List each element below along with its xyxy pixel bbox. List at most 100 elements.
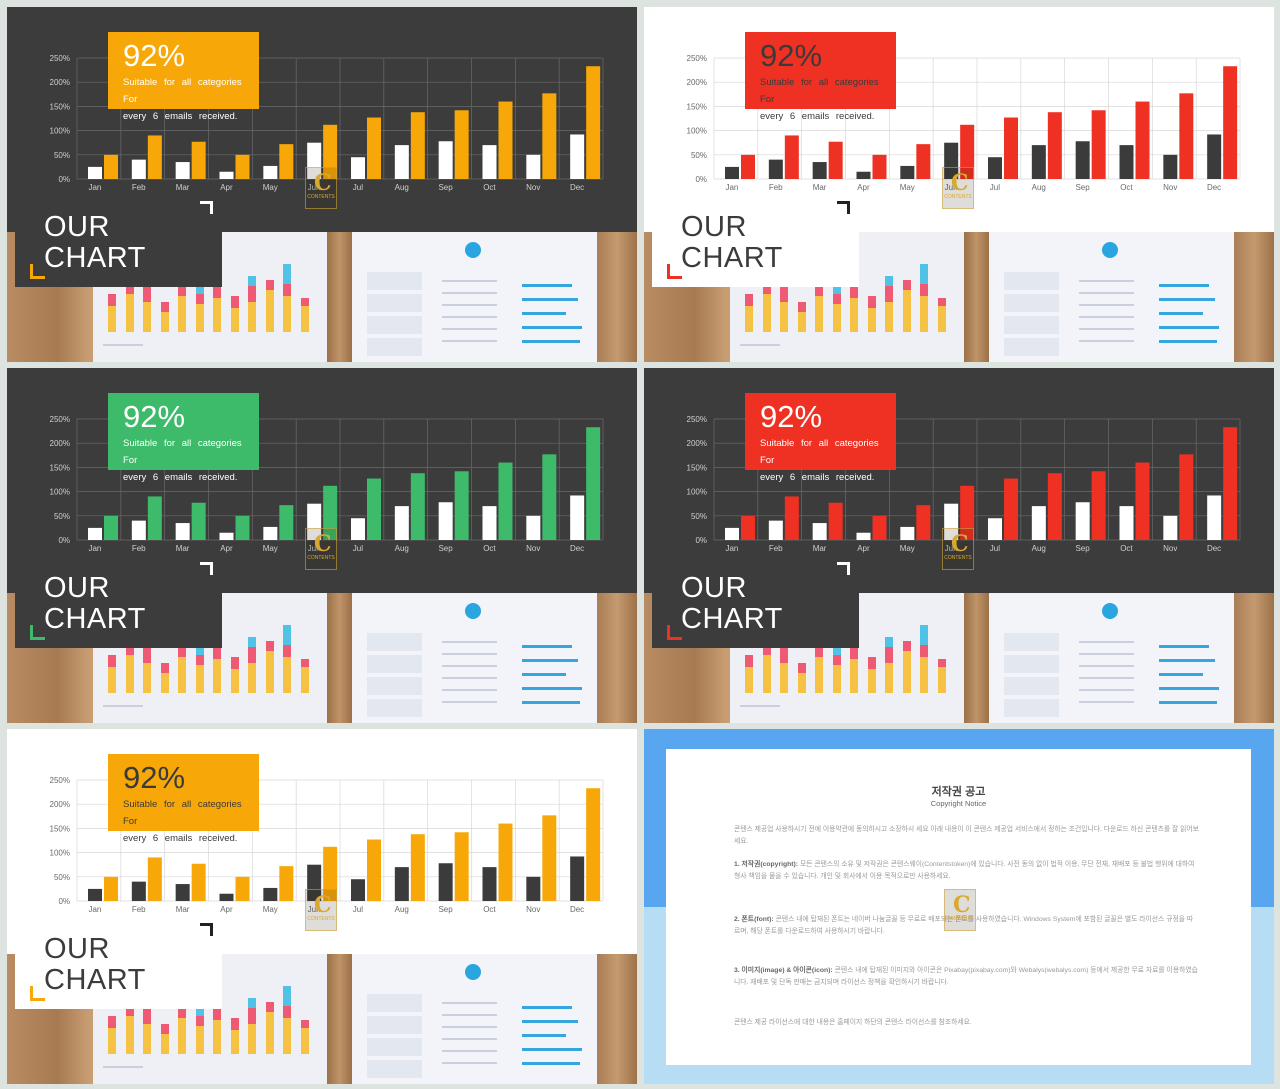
photo-mini-bar <box>283 657 291 693</box>
x-tick-label: Feb <box>769 544 783 553</box>
photo-mini-bar <box>230 669 239 693</box>
photo-wood-strip <box>327 593 352 723</box>
photo-skill-bar <box>522 701 580 704</box>
photo-skill-bar <box>522 298 578 301</box>
notice-subtitle: Copyright Notice <box>930 799 987 808</box>
bar-series-1 <box>263 526 278 540</box>
bar-series-2 <box>1091 110 1106 179</box>
photo-mini-bar <box>195 304 204 332</box>
bar-series-1 <box>988 157 1002 179</box>
bar-series-2 <box>235 876 250 901</box>
bar-series-2 <box>1223 427 1238 540</box>
photo-mini-bar <box>920 284 928 296</box>
bar-series-1 <box>88 527 102 540</box>
bar-series-2 <box>104 154 118 179</box>
photo-skill-bar <box>1159 326 1219 329</box>
photo-mini-bar <box>797 663 806 673</box>
photo-skill-bar <box>1159 687 1219 690</box>
bar-series-1 <box>1207 134 1222 179</box>
photo-box <box>367 655 422 673</box>
photo-mini-bar <box>230 308 239 332</box>
photo-mini-bar <box>283 284 291 296</box>
y-tick-label: 250% <box>687 54 707 63</box>
photo-mini-bar <box>937 667 946 693</box>
photo-mini-bar <box>867 657 876 669</box>
x-tick-label: Oct <box>1120 544 1133 553</box>
photo-mini-bar <box>125 655 134 693</box>
x-tick-label: Dec <box>570 544 584 553</box>
logo-mark: C <box>314 892 332 918</box>
x-tick-label: Feb <box>769 183 783 192</box>
bar-series-2 <box>367 478 381 540</box>
stat-percent: 92% <box>760 399 823 434</box>
x-tick-label: Sep <box>438 183 453 192</box>
photo-mini-bar <box>283 264 291 284</box>
slide-2[interactable]: 0% 50% 100% 150% 200% 250% Jan Feb Mar Apr May Jun J… <box>644 7 1274 362</box>
stat-caption-line-2: every 6 emails received. <box>123 472 238 483</box>
y-tick-label: 50% <box>691 512 707 521</box>
photo-mini-bar <box>920 264 928 284</box>
bar-series-2 <box>104 876 118 901</box>
stat-caption-line-1: Suitable for all categories For <box>123 799 242 827</box>
photo-mini-bar <box>143 1009 151 1024</box>
photo-mini-bar <box>195 665 204 693</box>
photo-mini-bar <box>832 304 841 332</box>
slide-3[interactable]: 0% 50% 100% 150% 200% 250% Jan Feb Mar Apr May Jun J… <box>7 368 637 723</box>
bar-series-1 <box>394 145 409 179</box>
photo-mini-bar <box>762 655 771 693</box>
bar-series-1 <box>175 162 190 179</box>
bar-series-1 <box>944 142 959 179</box>
photo-mini-bar <box>178 1018 186 1054</box>
photo-text-line <box>1079 641 1134 643</box>
slide-6-copyright-notice[interactable]: 저작권 공고 Copyright Notice 콘텐스 제공업 사용하시기 전에… <box>644 729 1274 1084</box>
y-tick-label: 150% <box>687 102 707 111</box>
title-line-2: CHART <box>44 603 146 635</box>
photo-skill-bar <box>522 340 580 343</box>
x-tick-label: Jan <box>88 905 101 914</box>
accent-corner-bracket <box>667 264 682 279</box>
bar-series-1 <box>88 888 102 901</box>
photo-skill-bar <box>522 1048 582 1051</box>
bar-series-1 <box>438 141 453 179</box>
photo-mini-bar <box>195 655 204 665</box>
photo-avatar <box>465 603 481 619</box>
photo-mini-bar <box>283 1006 291 1018</box>
photo-box <box>367 1038 422 1056</box>
x-tick-label: Apr <box>220 905 233 914</box>
photo-text-line <box>442 280 497 282</box>
photo-skill-bar <box>1159 298 1215 301</box>
bar-series-2 <box>191 141 206 179</box>
photo-mini-bar <box>745 306 753 332</box>
x-tick-label: Oct <box>483 905 496 914</box>
bar-series-1 <box>812 523 827 540</box>
title-box <box>652 568 859 648</box>
photo-mini-bar <box>265 280 274 290</box>
bar-series-1 <box>725 166 739 179</box>
photo-text-line <box>1079 689 1134 691</box>
slide-1[interactable]: 0% 50% 100% 150% 200% 250% Jan Feb Mar Apr May Jun J… <box>7 7 637 362</box>
photo-text-line <box>442 1038 497 1040</box>
stat-percent: 92% <box>760 38 823 73</box>
photo-text-line <box>442 328 497 330</box>
photo-mini-bar <box>143 1024 151 1054</box>
y-tick-label: 0% <box>695 175 707 184</box>
bar-series-2 <box>454 471 469 540</box>
slide-5[interactable]: 0% 50% 100% 150% 200% 250% Jan Feb Mar Apr May Jun J… <box>7 729 637 1084</box>
slide-4[interactable]: 0% 50% 100% 150% 200% 250% Jan Feb Mar Apr May Jun J… <box>644 368 1274 723</box>
photo-mini-bar <box>832 665 841 693</box>
photo-mini-bar <box>300 667 309 693</box>
bar-series-2 <box>235 515 250 540</box>
notice-p3-head: 3. 이미지(image) & 아이콘(icon): <box>734 967 833 974</box>
photo-mini-bar <box>762 294 771 332</box>
bar-series-2 <box>784 135 799 179</box>
title-line-1: OUR <box>681 211 747 243</box>
bar-series-1 <box>526 876 541 901</box>
photo-text-line <box>442 340 497 342</box>
photo-mini-bar <box>230 1030 239 1054</box>
photo-skill-bar <box>1159 659 1215 662</box>
photo-mini-bar <box>248 637 256 647</box>
corner-bracket <box>200 562 213 575</box>
bar-series-2 <box>741 515 755 540</box>
photo-mini-bar <box>248 647 256 663</box>
bar-series-1 <box>263 887 278 901</box>
